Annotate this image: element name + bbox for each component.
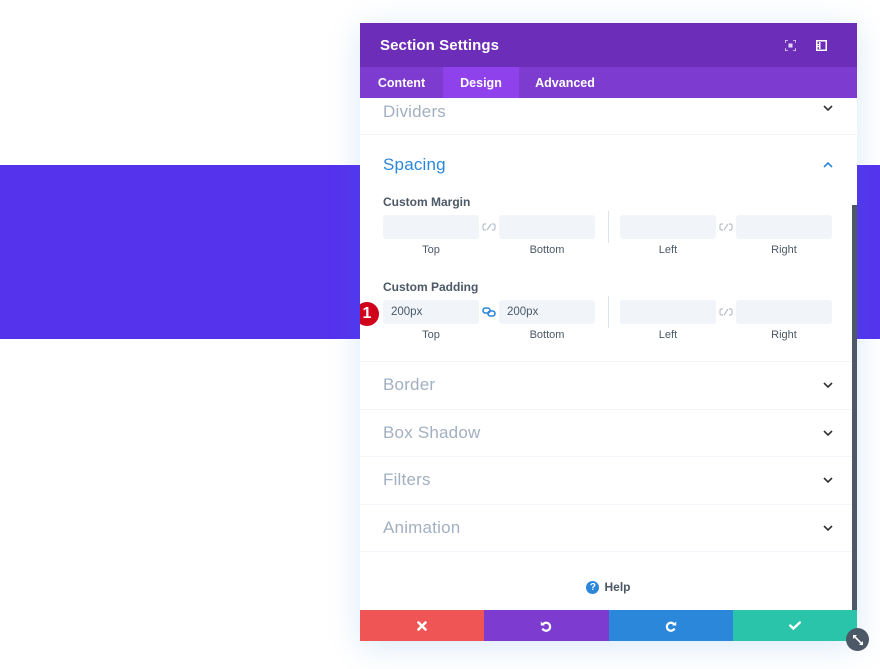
chevron-down-icon [822, 522, 834, 534]
tab-content[interactable]: Content [377, 75, 426, 90]
custom-margin-label: Custom Margin [383, 195, 471, 209]
tab-design[interactable]: Design [443, 67, 519, 98]
split-view-icon [816, 39, 827, 51]
annotation-badge: 1 [360, 302, 379, 326]
undo-icon [541, 621, 552, 632]
chevron-down-icon [822, 102, 834, 114]
toggle-title-spacing: Spacing [383, 155, 446, 174]
padding-right-input[interactable] [735, 300, 832, 324]
resize-handle[interactable] [846, 628, 869, 651]
padding-bottom-input[interactable] [499, 300, 595, 324]
padding-left-input[interactable] [619, 300, 716, 324]
margin-bottom-label: Bottom [529, 244, 565, 256]
unlink-icon [719, 223, 733, 231]
modal-title: Section Settings [380, 36, 500, 54]
toggle-title-box-shadow: Box Shadow [383, 422, 481, 442]
modal-tabs: Content Design Advanced [360, 67, 857, 98]
redo-icon [665, 621, 676, 632]
chevron-down-icon [822, 379, 834, 391]
margin-left-label: Left [658, 244, 678, 256]
toggle-animation[interactable]: Animation [360, 505, 857, 552]
help-icon: ? [586, 580, 600, 594]
cancel-button[interactable] [360, 610, 485, 641]
toggle-box-shadow[interactable]: Box Shadow [360, 410, 857, 457]
fullscreen-button[interactable] [775, 23, 806, 67]
custom-margin-group: Custom Margin Top Bottom Left Right [383, 195, 834, 256]
spacing-section: Spacing Custom Margin Top Bottom Left Ri… [360, 135, 857, 362]
toggle-title-filters: Filters [383, 470, 431, 490]
chevron-down-icon [822, 427, 834, 439]
divider [608, 211, 609, 243]
help-label: Help [604, 580, 631, 594]
help-area: ? Help [360, 552, 857, 610]
custom-padding-group: 1 Custom Padding Top Bottom Left Right [360, 280, 834, 341]
resize-icon [852, 634, 863, 645]
padding-link-left-right-button[interactable] [716, 300, 736, 324]
padding-bottom-label: Bottom [529, 329, 565, 341]
modal-header: Section Settings [360, 23, 857, 67]
margin-right-label: Right [771, 244, 797, 256]
padding-right-label: Right [771, 329, 797, 341]
margin-bottom-input[interactable] [499, 215, 595, 239]
padding-left-label: Left [658, 329, 678, 341]
chevron-up-icon [822, 159, 834, 171]
divider [608, 296, 609, 328]
padding-top-input[interactable] [383, 300, 479, 324]
unlink-icon [719, 308, 733, 316]
tab-advanced[interactable]: Advanced [535, 75, 595, 90]
toggle-dividers[interactable]: Dividers [360, 98, 857, 135]
help-link[interactable]: ? Help [586, 580, 631, 594]
toggle-filters[interactable]: Filters [360, 457, 857, 505]
settings-body: Dividers Spacing Custom Margin Top Botto… [360, 98, 857, 610]
margin-top-label: Top [422, 244, 440, 256]
split-view-button[interactable] [806, 23, 837, 67]
margin-top-input[interactable] [383, 215, 479, 239]
chevron-down-icon [822, 474, 834, 486]
modal-footer [360, 610, 857, 641]
margin-right-input[interactable] [735, 215, 832, 239]
checkmark-icon [788, 621, 801, 630]
toggle-border[interactable]: Border [360, 362, 857, 410]
link-icon [482, 307, 496, 317]
close-icon [417, 620, 427, 631]
toggle-title-border: Border [383, 375, 436, 395]
padding-top-label: Top [422, 329, 440, 341]
toggle-title-animation: Animation [383, 517, 461, 537]
section-settings-modal: Section Settings Content Design Advanced… [360, 23, 857, 641]
undo-button[interactable] [484, 610, 609, 641]
save-button[interactable] [732, 610, 857, 641]
toggle-title-dividers: Dividers [383, 102, 447, 121]
unlink-icon [482, 223, 496, 231]
margin-link-top-bottom-button[interactable] [479, 215, 499, 239]
redo-button[interactable] [608, 610, 733, 641]
margin-left-input[interactable] [619, 215, 716, 239]
custom-padding-label: Custom Padding [383, 280, 479, 294]
padding-link-top-bottom-button[interactable] [479, 300, 499, 324]
fullscreen-icon [785, 39, 796, 51]
toggle-spacing[interactable]: Spacing [383, 135, 834, 195]
scrollbar[interactable] [852, 205, 857, 610]
margin-link-left-right-button[interactable] [716, 215, 736, 239]
